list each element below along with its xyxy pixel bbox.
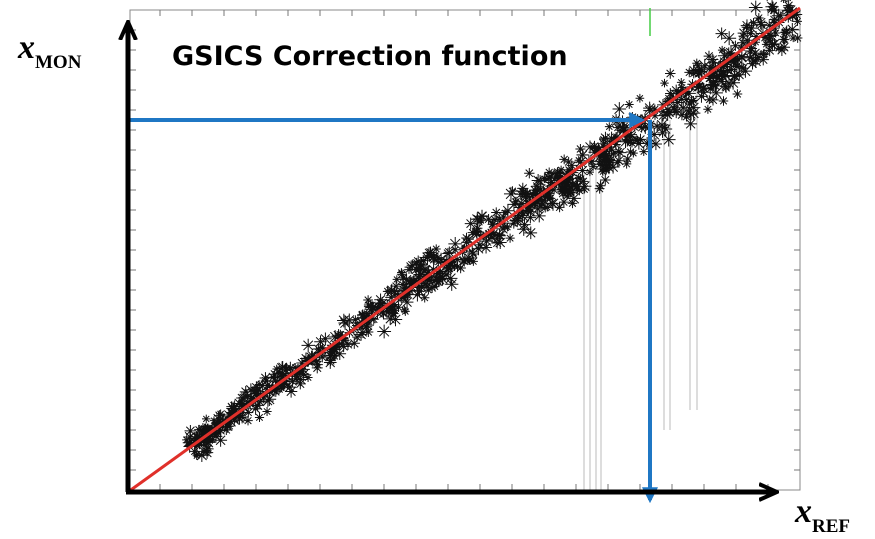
y-axis-label: xMON bbox=[17, 29, 82, 73]
title: GSICS Correction function bbox=[172, 41, 568, 72]
x-axis-symbol: x bbox=[794, 493, 812, 530]
title-backdrop bbox=[163, 36, 653, 72]
y-axis-subscript: MON bbox=[35, 52, 82, 73]
x-axis-subscript: REF bbox=[812, 516, 850, 537]
fit-line bbox=[127, 6, 801, 494]
gray-lines bbox=[583, 90, 698, 492]
x-axis-label: xREF bbox=[794, 493, 850, 537]
y-axis-symbol: x bbox=[17, 29, 35, 66]
frame-ticks bbox=[130, 10, 800, 490]
